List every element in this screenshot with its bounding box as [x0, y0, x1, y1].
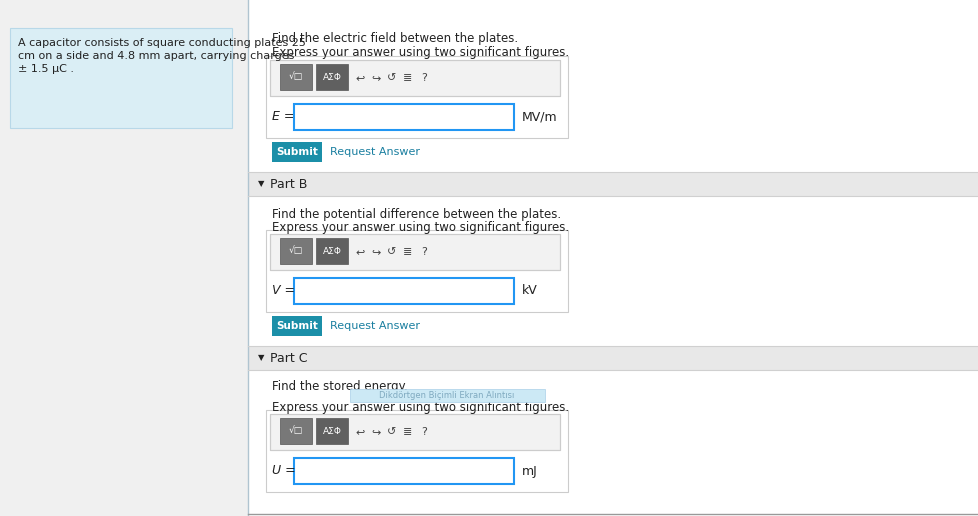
Text: √□: √□	[289, 427, 303, 436]
Bar	[293, 458, 513, 484]
Bar	[270, 60, 559, 96]
Text: Express your answer using two significant figures.: Express your answer using two significan…	[272, 401, 568, 414]
Bar	[247, 346, 978, 370]
Text: Submit: Submit	[276, 147, 318, 157]
Bar	[280, 418, 312, 444]
Text: ↪: ↪	[371, 427, 380, 437]
Text: ?: ?	[421, 427, 426, 437]
Text: E =: E =	[272, 110, 294, 123]
Text: ≣: ≣	[403, 73, 413, 83]
Text: Request Answer: Request Answer	[330, 147, 420, 157]
Text: ↩: ↩	[355, 73, 365, 83]
Text: Submit: Submit	[276, 321, 318, 331]
Text: V =: V =	[272, 284, 294, 298]
Text: ΑΣΦ: ΑΣΦ	[322, 427, 341, 436]
Text: ↺: ↺	[387, 73, 396, 83]
Bar	[270, 60, 559, 96]
Text: Dikdörtgen Biçimli Ekran Alıntısı: Dikdörtgen Biçimli Ekran Alıntısı	[378, 391, 514, 399]
Text: ▼: ▼	[258, 180, 264, 188]
Bar	[272, 316, 322, 336]
Text: ≣: ≣	[403, 247, 413, 257]
Bar	[316, 64, 347, 90]
Bar	[316, 238, 347, 264]
Bar	[350, 389, 545, 402]
Text: Express your answer using two significant figures.: Express your answer using two significan…	[272, 46, 568, 59]
Bar	[280, 238, 312, 264]
Text: ↺: ↺	[387, 247, 396, 257]
Text: ΑΣΦ: ΑΣΦ	[322, 73, 341, 82]
Text: ↪: ↪	[371, 73, 380, 83]
Bar	[280, 64, 312, 90]
Bar	[293, 104, 513, 130]
Bar	[247, 172, 978, 196]
Text: Find the potential difference between the plates.: Find the potential difference between th…	[272, 208, 560, 221]
Bar	[10, 28, 232, 128]
Text: ≣: ≣	[403, 427, 413, 437]
Bar	[266, 230, 567, 312]
Text: Express your answer using two significant figures.: Express your answer using two significan…	[272, 221, 568, 234]
Bar	[316, 418, 347, 444]
Bar	[266, 56, 567, 138]
Bar	[293, 278, 513, 304]
Text: Request Answer: Request Answer	[330, 321, 420, 331]
Text: ↺: ↺	[387, 427, 396, 437]
Text: ± 1.5 μC .: ± 1.5 μC .	[18, 64, 74, 74]
Text: ↩: ↩	[355, 247, 365, 257]
Text: ΑΣΦ: ΑΣΦ	[322, 247, 341, 255]
Bar	[270, 414, 559, 450]
Text: √□: √□	[289, 73, 303, 82]
Text: Find the stored energy.: Find the stored energy.	[272, 380, 407, 393]
Text: √□: √□	[289, 247, 303, 255]
Text: mJ: mJ	[521, 464, 537, 477]
Text: Part B: Part B	[270, 178, 307, 190]
Bar	[270, 234, 559, 270]
Text: ?: ?	[421, 73, 426, 83]
Text: Find the electric field between the plates.: Find the electric field between the plat…	[272, 32, 517, 45]
Text: A capacitor consists of square conducting plates 25: A capacitor consists of square conductin…	[18, 38, 305, 48]
Text: Part C: Part C	[270, 351, 307, 364]
Text: ↩: ↩	[355, 427, 365, 437]
Text: kV: kV	[521, 284, 537, 298]
Text: cm on a side and 4.8 mm apart, carrying charges: cm on a side and 4.8 mm apart, carrying …	[18, 51, 294, 61]
Text: ?: ?	[421, 247, 426, 257]
Text: MV/m: MV/m	[521, 110, 557, 123]
Text: ▼: ▼	[258, 353, 264, 363]
Bar	[272, 142, 322, 162]
Bar	[270, 414, 559, 450]
Bar	[266, 410, 567, 492]
Text: U =: U =	[272, 464, 295, 477]
Text: ↪: ↪	[371, 247, 380, 257]
Bar	[270, 234, 559, 270]
Bar	[247, 0, 978, 516]
